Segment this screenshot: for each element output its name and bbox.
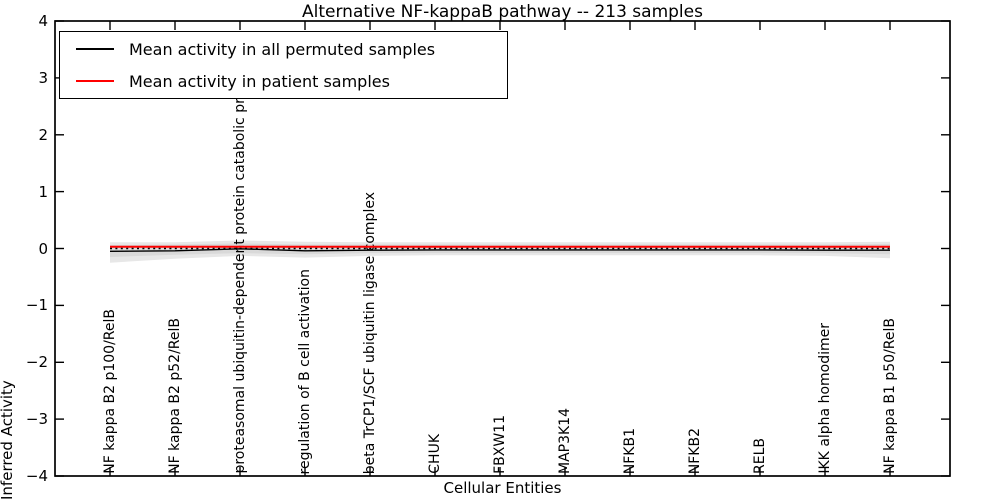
y-axis-label: Inferred Activity: [0, 380, 16, 500]
legend-item-patient: Mean activity in patient samples: [60, 66, 507, 96]
y-tick-label: −4: [25, 467, 48, 485]
y-tick-label: 3: [38, 68, 48, 87]
chart-title: Alternative NF-kappaB pathway -- 213 sam…: [302, 2, 703, 22]
y-tick-label: 4: [38, 12, 48, 30]
legend-line-black: [76, 48, 114, 50]
y-tick-label: 1: [38, 182, 48, 201]
legend-label-patient: Mean activity in patient samples: [129, 71, 390, 91]
y-tick-label: 0: [38, 239, 48, 258]
legend-item-permuted: Mean activity in all permuted samples: [60, 34, 507, 64]
y-tick-label: −1: [25, 296, 48, 315]
y-tick-label: −2: [25, 353, 48, 372]
y-tick-label: −3: [25, 410, 48, 429]
x-axis-label: Cellular Entities: [443, 479, 562, 497]
legend: Mean activity in all permuted samples Me…: [59, 31, 508, 99]
legend-label-permuted: Mean activity in all permuted samples: [129, 39, 436, 59]
axis-ticks: [55, 20, 950, 477]
legend-line-red: [76, 80, 114, 82]
y-tick-label: 2: [38, 125, 48, 144]
